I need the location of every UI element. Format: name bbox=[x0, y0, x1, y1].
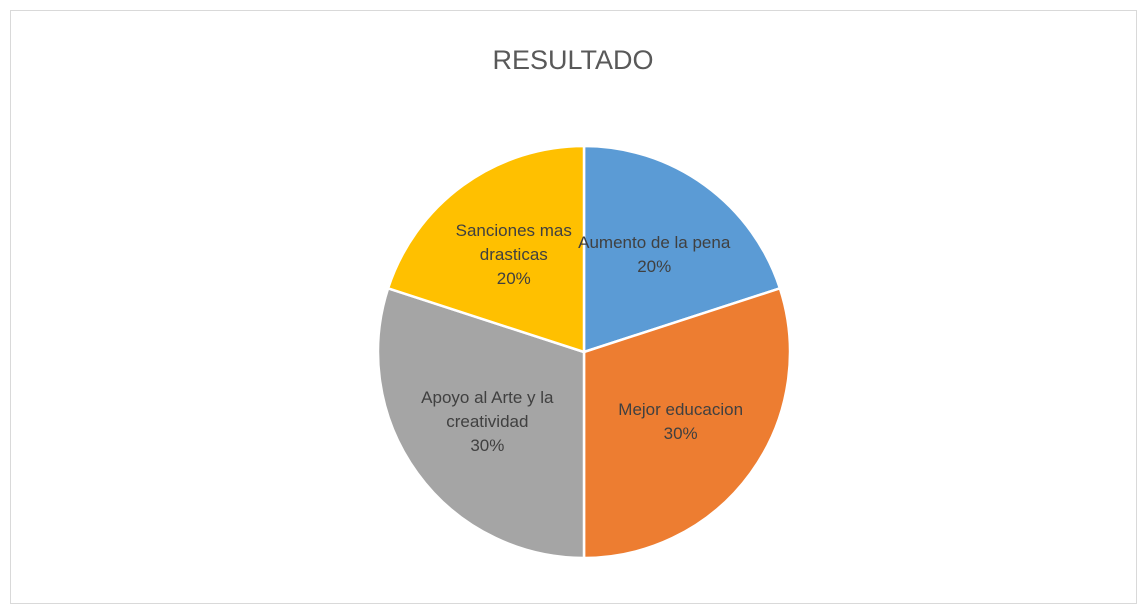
pie-slice bbox=[376, 286, 586, 560]
data-label: Aumento de la pena 20% bbox=[569, 231, 739, 279]
pie-slice bbox=[386, 144, 586, 354]
chart-title: RESULTADO bbox=[492, 45, 653, 75]
data-label: Mejor educacion 30% bbox=[596, 398, 766, 446]
pie-slice bbox=[582, 286, 792, 560]
slice-name: Mejor educacion bbox=[618, 400, 744, 420]
slice-percent: 20% bbox=[496, 269, 531, 289]
slice-name: Sanciones mas drasticas bbox=[455, 221, 572, 265]
slice-name: Apoyo al Arte y la creatividad bbox=[421, 388, 554, 432]
slice-percent: 30% bbox=[470, 436, 505, 456]
data-label: Apoyo al Arte y la creatividad 30% bbox=[402, 386, 572, 458]
data-label: Sanciones mas drasticas 20% bbox=[429, 219, 599, 291]
slice-percent: 30% bbox=[663, 424, 698, 444]
slice-percent: 20% bbox=[637, 257, 672, 277]
slice-name: Aumento de la pena bbox=[578, 233, 731, 253]
pie-slice bbox=[582, 144, 782, 354]
